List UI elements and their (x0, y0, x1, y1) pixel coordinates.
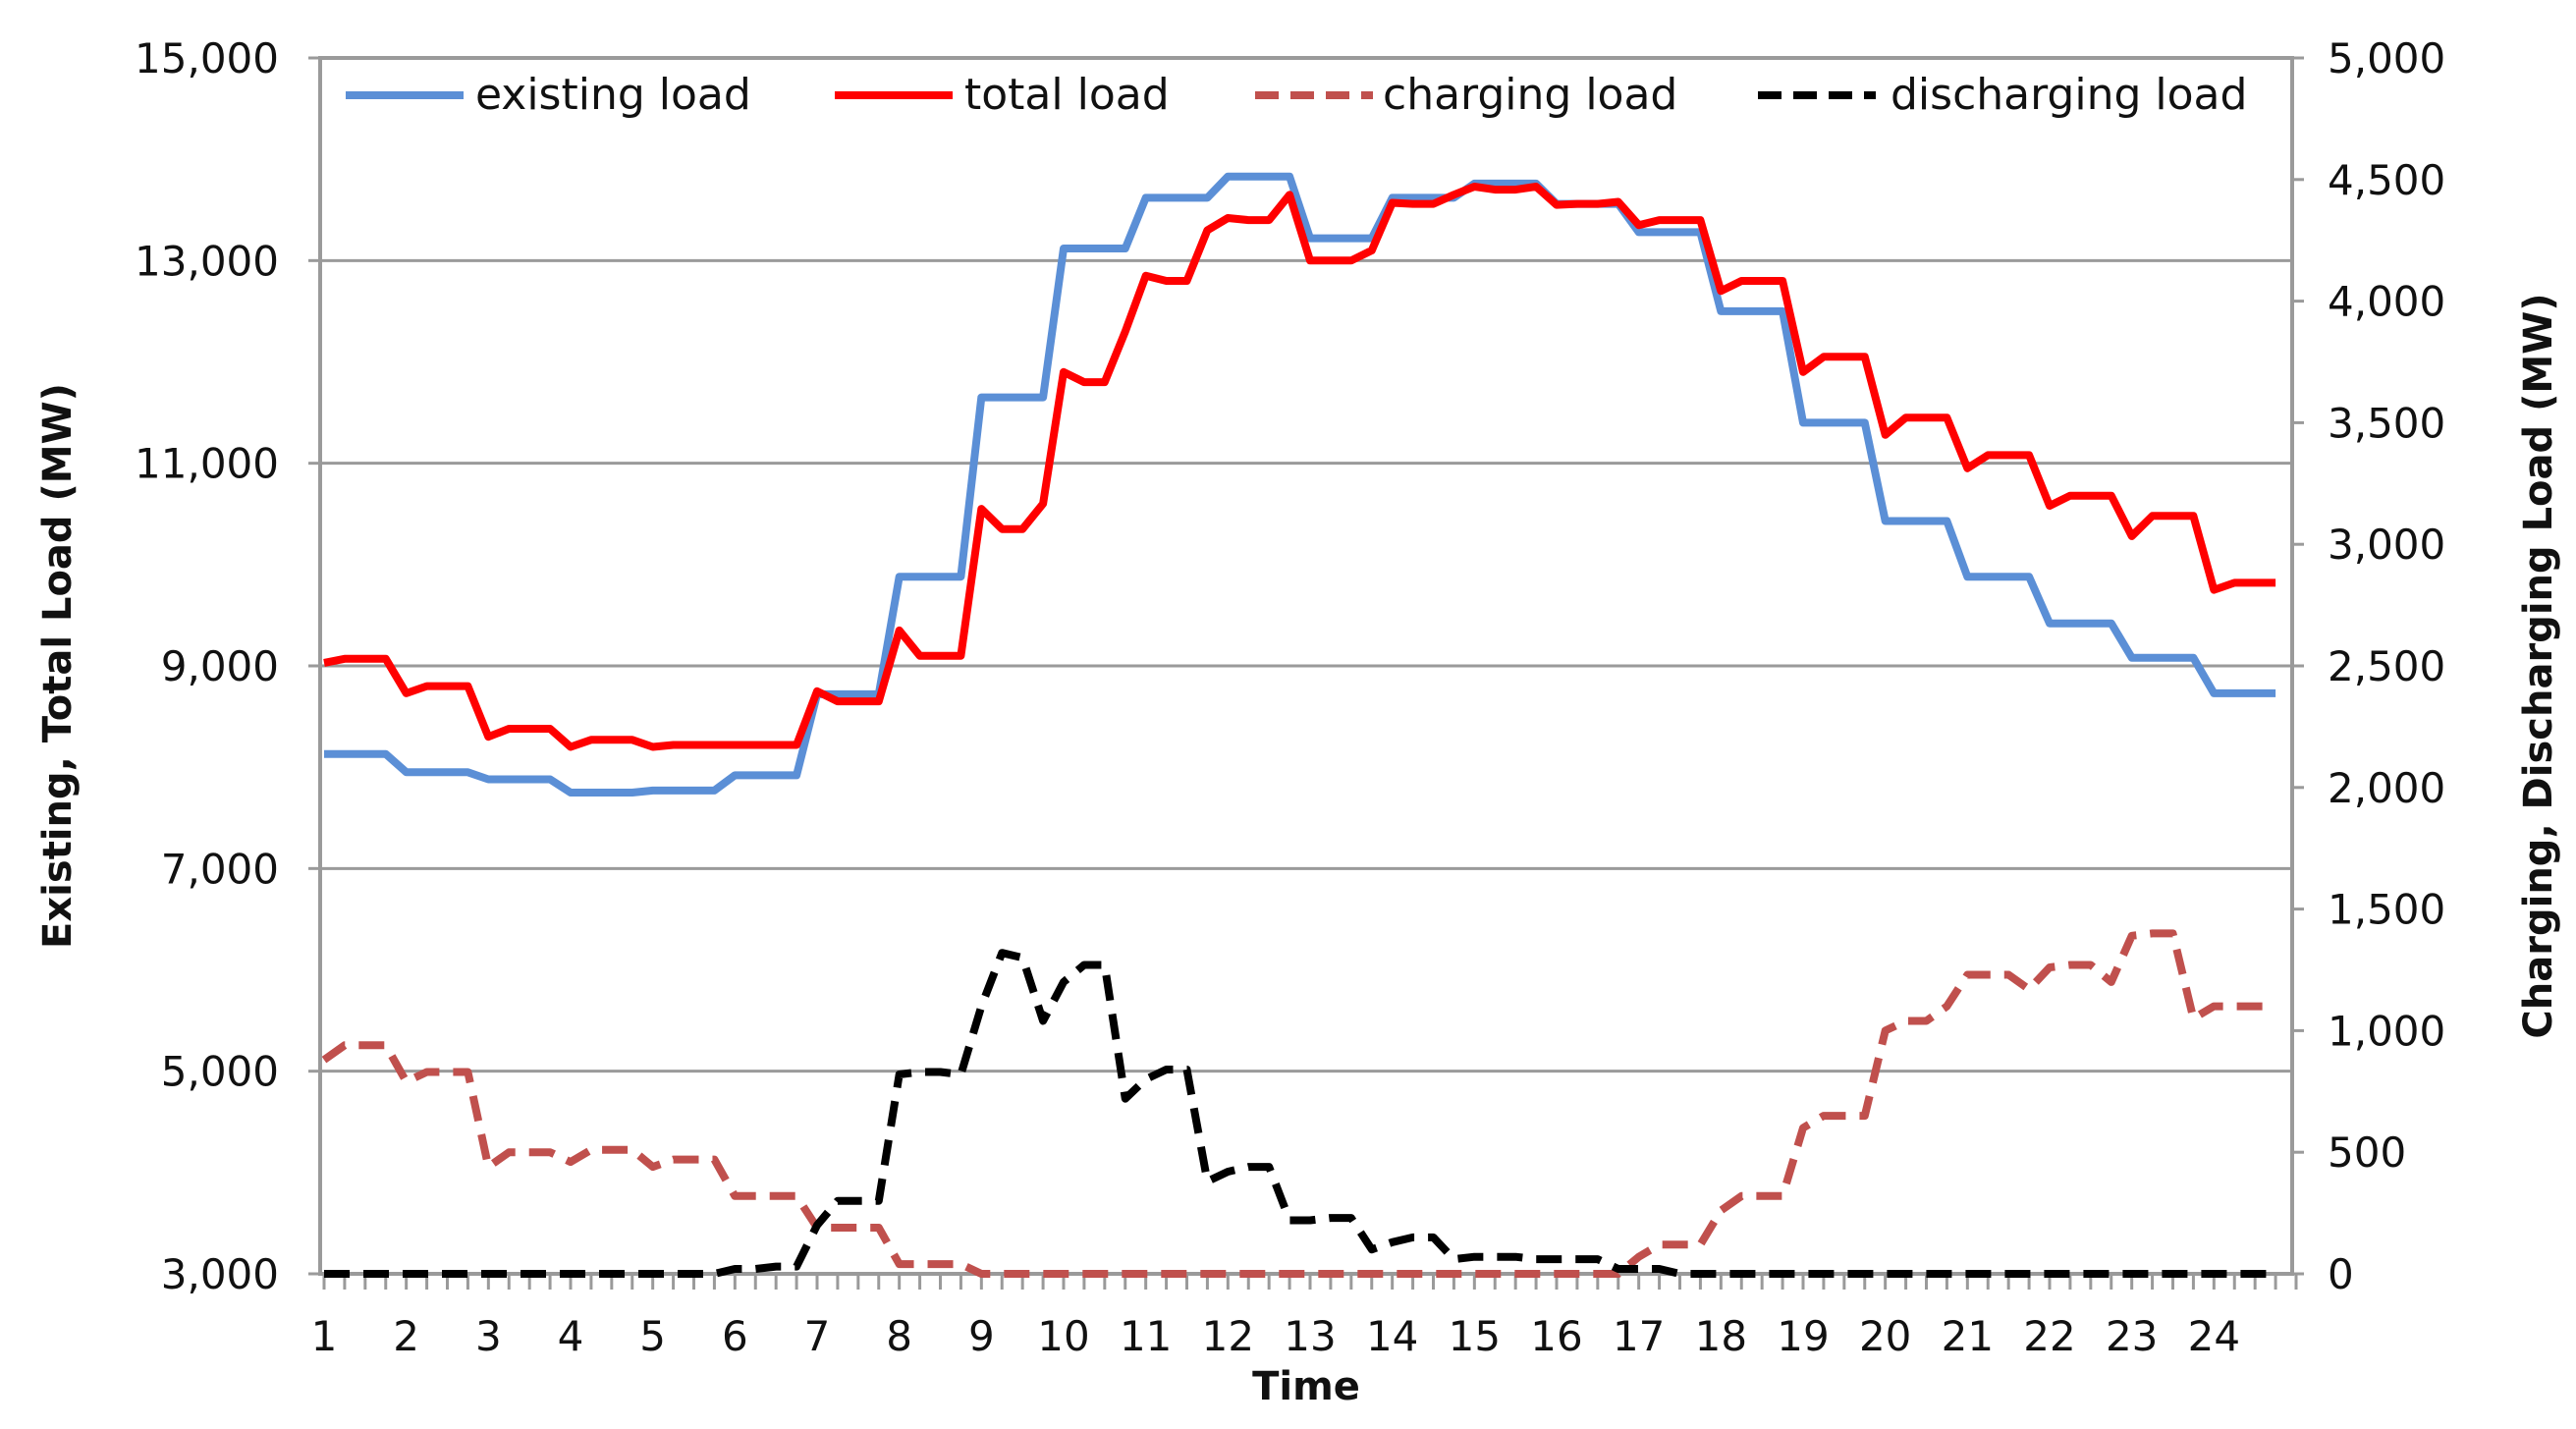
y-right-tick-label: 500 (2328, 1128, 2406, 1177)
y-axis-left-title: Existing, Total Load (MW) (35, 383, 81, 949)
y-left-tick-label: 5,000 (161, 1048, 279, 1096)
x-tick-label: 23 (2106, 1312, 2158, 1360)
legend: existing load total load charging load d… (346, 70, 2247, 120)
x-tick-label: 5 (639, 1312, 666, 1360)
legend-label-discharging-load: discharging load (1891, 70, 2247, 120)
y-left-tick-label: 3,000 (161, 1250, 279, 1298)
x-tick-label: 9 (968, 1312, 995, 1360)
y-axis-right-title: Charging, Discharging Load (MW) (2516, 293, 2561, 1038)
series-lines (321, 172, 2276, 1278)
x-tick-label: 11 (1120, 1312, 1172, 1360)
x-tick-label: 18 (1695, 1312, 1747, 1360)
series-line-existing-load (324, 172, 2276, 797)
x-tick-label: 6 (722, 1312, 748, 1360)
x-tick-label: 15 (1449, 1312, 1501, 1360)
x-tick-label: 3 (475, 1312, 502, 1360)
series-line-discharging-load (324, 949, 2276, 1278)
y-right-tick-label: 3,500 (2328, 399, 2445, 447)
x-tick-label: 22 (2023, 1312, 2075, 1360)
x-tick-label: 19 (1777, 1312, 1829, 1360)
y-left-tick-label: 9,000 (161, 642, 279, 690)
y-right-tick-label: 0 (2328, 1250, 2354, 1298)
legend-label-total-load: total load (964, 70, 1170, 120)
x-tick-label: 7 (804, 1312, 831, 1360)
y-left-tick-label: 11,000 (135, 440, 279, 488)
y-left-tick-label: 15,000 (135, 34, 279, 82)
x-tick-label: 10 (1037, 1312, 1089, 1360)
x-axis-title: Time (1252, 1364, 1360, 1409)
x-tick-label: 16 (1530, 1312, 1582, 1360)
y-right-tick-label: 2,500 (2328, 642, 2445, 690)
tick-labels: 3,0005,0007,0009,00011,00013,00015,00005… (135, 34, 2445, 1360)
y-right-tick-label: 1,500 (2328, 886, 2445, 934)
y-right-tick-label: 1,000 (2328, 1007, 2445, 1055)
series-line-total-load (323, 183, 2276, 751)
x-tick-label: 12 (1202, 1312, 1254, 1360)
gridlines (308, 56, 2304, 1290)
y-left-tick-label: 7,000 (161, 845, 279, 893)
x-tick-label: 2 (393, 1312, 419, 1360)
y-right-tick-label: 4,500 (2328, 156, 2445, 204)
x-tick-label: 13 (1284, 1312, 1336, 1360)
y-right-tick-label: 2,000 (2328, 764, 2445, 812)
legend-label-charging-load: charging load (1383, 70, 1677, 120)
x-tick-label: 21 (1942, 1312, 1994, 1360)
series-line-charging-load (321, 929, 2276, 1278)
y-right-tick-label: 3,000 (2328, 521, 2445, 569)
y-right-tick-label: 4,000 (2328, 278, 2445, 326)
x-tick-label: 20 (1859, 1312, 1911, 1360)
y-right-tick-label: 5,000 (2328, 34, 2445, 82)
x-tick-label: 24 (2188, 1312, 2240, 1360)
y-left-tick-label: 13,000 (135, 237, 279, 285)
x-tick-label: 4 (558, 1312, 584, 1360)
legend-label-existing-load: existing load (475, 70, 751, 120)
x-tick-label: 17 (1613, 1312, 1665, 1360)
plot-area-border (318, 56, 2294, 1276)
x-tick-label: 8 (886, 1312, 912, 1360)
x-tick-label: 1 (311, 1312, 338, 1360)
x-tick-label: 14 (1366, 1312, 1418, 1360)
